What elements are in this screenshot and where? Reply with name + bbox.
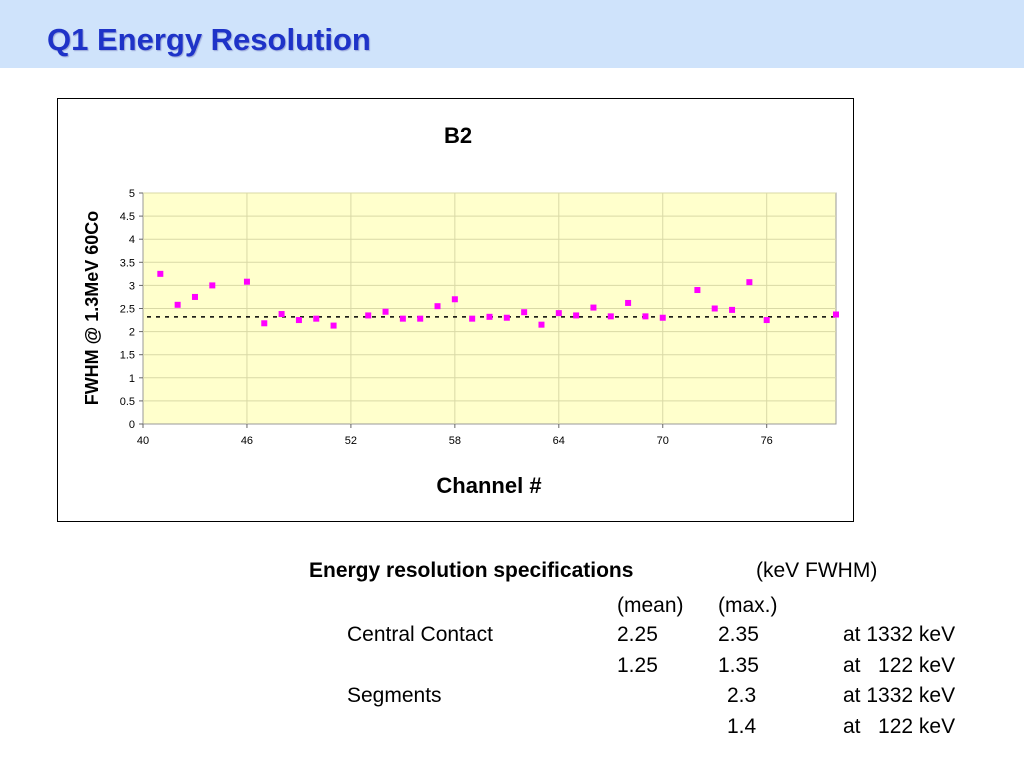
y-tick-label: 1.5	[120, 350, 135, 362]
fwhm-scatter-chart: 00.511.522.533.544.55 40 46 52 58 64 70 76 B2 …	[82, 123, 839, 498]
data-point	[191, 293, 198, 300]
data-point	[833, 311, 839, 318]
row-max: 1.35	[718, 654, 759, 677]
x-tick-label: 76	[761, 435, 773, 447]
data-point	[573, 312, 580, 319]
data-point	[157, 270, 164, 277]
data-point	[261, 320, 268, 327]
data-point	[417, 315, 424, 322]
row-note: at 1332 keV	[843, 623, 956, 646]
y-axis-label: FWHM @ 1.3MeV 60Co	[82, 211, 102, 406]
x-tick-label: 64	[553, 435, 565, 447]
row-max: 2.35	[718, 623, 759, 646]
y-axis: 0 0.5 1 1.5 2 2.5 3 3.5 4 4.5 5	[120, 188, 143, 431]
data-point	[607, 313, 614, 320]
data-point	[642, 313, 649, 320]
y-tick-label: 4	[129, 234, 135, 246]
column-header-mean: (mean)	[617, 594, 684, 617]
data-point	[469, 315, 476, 322]
data-point	[521, 309, 528, 316]
data-point	[278, 311, 285, 318]
data-point	[763, 317, 770, 324]
x-axis-label: Channel #	[436, 473, 541, 498]
data-point	[434, 303, 441, 310]
row-label: Central Contact	[347, 623, 493, 646]
x-tick-label: 40	[137, 435, 149, 447]
x-tick-label: 58	[449, 435, 461, 447]
grid-lines	[143, 192, 836, 424]
y-tick-label: 2	[129, 327, 135, 339]
data-point	[486, 313, 493, 320]
y-tick-label: 2.5	[120, 304, 135, 316]
data-point	[711, 305, 718, 312]
data-point	[451, 296, 458, 303]
y-tick-label: 0.5	[120, 396, 135, 408]
x-axis: 40 46 52 58 64 70 76	[137, 424, 773, 447]
data-point	[313, 315, 320, 322]
row-note: at 122 keV	[843, 715, 956, 738]
data-point	[295, 317, 302, 324]
data-point	[746, 279, 753, 286]
chart-title: B2	[444, 123, 472, 148]
row-max: 1.4	[727, 715, 757, 738]
y-tick-label: 3	[129, 280, 135, 292]
y-tick-label: 5	[129, 188, 135, 200]
x-tick-label: 52	[345, 435, 357, 447]
chart-frame: 0 0.5 1 1.5 2 2.5 3 3.5 4 4.5 5 40 46 52 58 64 70 76 B2 …	[57, 98, 854, 522]
data-point	[694, 287, 701, 294]
row-max: 2.3	[727, 684, 757, 707]
row-note: at 122 keV	[843, 654, 956, 677]
row-label: Segments	[347, 684, 442, 707]
data-point	[330, 322, 337, 329]
data-point	[590, 304, 597, 311]
data-point	[625, 299, 632, 306]
x-tick-label: 70	[657, 435, 669, 447]
slide-title: Q1 Energy Resolution	[47, 22, 371, 57]
data-point	[365, 312, 372, 319]
y-tick-label: 4.5	[120, 211, 135, 223]
data-point	[729, 306, 736, 313]
data-point	[209, 282, 216, 289]
specs-heading: Energy resolution specifications	[309, 559, 634, 582]
specs-unit: (keV FWHM)	[756, 559, 878, 582]
data-point	[382, 308, 389, 315]
data-point	[555, 310, 562, 317]
data-point	[174, 301, 181, 308]
data-point	[659, 314, 666, 321]
row-mean: 1.25	[617, 654, 658, 677]
x-tick-label: 46	[241, 435, 253, 447]
y-tick-label: 3.5	[120, 257, 135, 269]
data-point	[243, 278, 250, 285]
data-point	[503, 314, 510, 321]
y-tick-label: 1	[129, 373, 135, 385]
title-bar: Q1 Energy Resolution	[0, 0, 1024, 68]
data-point	[538, 321, 545, 328]
row-mean: 2.25	[617, 623, 658, 646]
y-tick-label: 0	[129, 419, 135, 431]
data-points	[157, 270, 839, 329]
column-header-max: (max.)	[718, 594, 778, 617]
row-note: at 1332 keV	[843, 684, 956, 707]
data-point	[399, 315, 406, 322]
